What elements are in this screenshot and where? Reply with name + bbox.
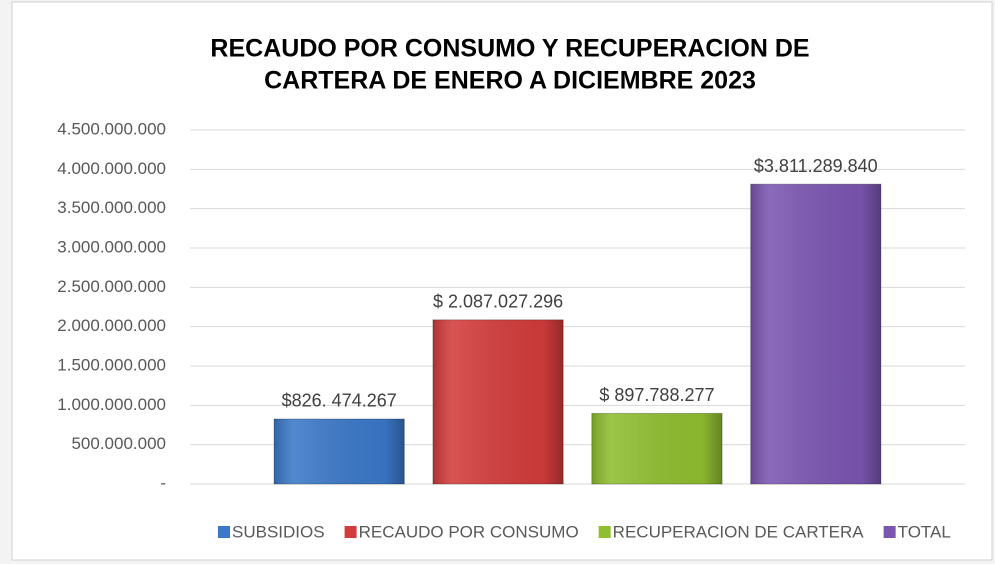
legend-label: TOTAL (898, 522, 951, 541)
y-tick-label: - (160, 473, 166, 492)
y-tick-label: 3.000.000.000 (57, 237, 166, 256)
chart-title: RECAUDO POR CONSUMO Y RECUPERACION DE (210, 35, 809, 63)
y-tick-label: 4.000.000.000 (57, 159, 166, 178)
legend-label: RECAUDO POR CONSUMO (359, 522, 579, 541)
bar-shade (274, 418, 405, 484)
data-label: $826. 474.267 (282, 391, 397, 411)
legend-swatch (883, 526, 896, 538)
y-tick-label: 1.500.000.000 (57, 355, 166, 374)
data-label: $ 897.788.277 (599, 385, 714, 405)
bar-shade (591, 413, 723, 484)
legend-label: RECUPERACION DE CARTERA (613, 522, 865, 541)
y-tick-label: 1.000.000.000 (57, 395, 166, 414)
data-label: $ 2.087.027.296 (433, 292, 563, 312)
y-tick-label: 4.500.000.000 (57, 119, 166, 138)
chart-title: CARTERA DE ENERO A DICIEMBRE 2023 (264, 67, 756, 95)
y-tick-label: 3.500.000.000 (57, 198, 166, 217)
y-tick-label: 2.000.000.000 (57, 316, 166, 335)
legend-label: SUBSIDIOS (232, 522, 325, 541)
legend-swatch (344, 526, 357, 538)
legend-swatch (598, 526, 611, 538)
bar-shade (432, 319, 564, 484)
y-tick-label: 500.000.000 (71, 434, 166, 453)
data-label: $3.811.289.840 (754, 156, 878, 176)
y-tick-label: 2.500.000.000 (57, 277, 166, 296)
legend-swatch (218, 526, 230, 538)
bar-shade (750, 184, 881, 484)
